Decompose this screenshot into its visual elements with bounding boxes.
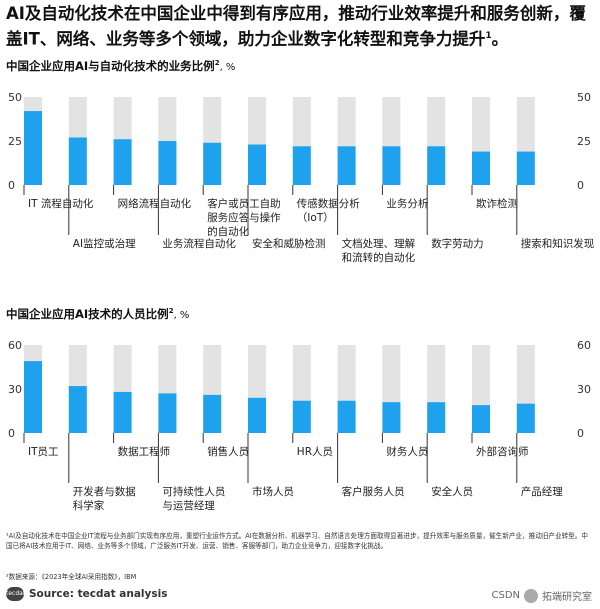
watermark-icon (524, 588, 538, 603)
chart1-unit: % (225, 62, 236, 73)
category-label: 产品经理 (521, 485, 563, 498)
category-label: 可持续性人员 (162, 485, 225, 498)
bar-10 (472, 405, 490, 433)
category-label: 与运营经理 (162, 499, 215, 512)
bar-5 (248, 144, 266, 185)
bar-7 (337, 400, 356, 433)
bar-2 (113, 139, 132, 185)
y-tick-right: 25 (577, 135, 591, 148)
chart2-title-sup: 2 (168, 307, 174, 316)
y-tick-left: 25 (8, 135, 22, 148)
bar-0 (24, 361, 42, 433)
chart2-title-text: 中国企业应用AI技术的人员比例 (6, 307, 169, 321)
bar-0 (24, 111, 42, 185)
category-label: （IoT） (297, 212, 334, 224)
category-label: IT员工 (28, 446, 59, 458)
watermark: CSDN 拓端研究室 (491, 588, 592, 603)
y-tick-right: 0 (577, 427, 584, 440)
bar-6 (292, 400, 311, 433)
source-row: tecdat Source: tecdat analysis (6, 587, 167, 601)
category-label: 客户服务人员 (342, 485, 405, 498)
y-tick-right: 60 (577, 339, 591, 352)
category-label: AI监控或治理 (73, 237, 136, 250)
category-label: 外部咨询师 (476, 445, 529, 458)
bar-8 (382, 402, 401, 433)
bar-5 (248, 397, 266, 433)
bar-2 (113, 391, 132, 433)
category-label: 开发者与数据 (73, 485, 136, 498)
bar-11 (516, 151, 535, 185)
category-label: 和流转的自动化 (342, 251, 416, 264)
chart1-title-text: 中国企业应用AI与自动化技术的业务比例 (6, 59, 215, 73)
y-tick-left: 0 (8, 427, 15, 440)
bar-11 (516, 403, 535, 433)
bar-10 (472, 151, 490, 185)
category-label: 搜索和知识发现 (521, 237, 595, 250)
category-label: 数字劳动力 (431, 237, 484, 250)
bar-3 (158, 141, 177, 185)
headline-footnote-ref: 1 (485, 31, 492, 41)
chart2-unit: % (179, 310, 190, 321)
category-label: 业务流程自动化 (162, 237, 236, 250)
y-tick-left: 60 (8, 339, 22, 352)
y-tick-right: 30 (577, 383, 591, 396)
category-label: 数据工程师 (118, 445, 171, 458)
category-label: 安全和威胁检测 (252, 237, 326, 250)
bar-9 (427, 402, 446, 433)
category-label: 传感数据分析 (297, 197, 360, 210)
y-tick-left: 50 (8, 91, 22, 104)
footnote-1: ¹AI及自动化技术在中国企业IT流程与业务部门实现有序应用，重塑行业运作方式。A… (6, 532, 588, 550)
category-label: 网络流程自动化 (118, 197, 192, 210)
y-tick-right: 50 (577, 91, 591, 104)
bar-9 (427, 146, 446, 185)
category-label: 销售人员 (207, 445, 249, 458)
y-tick-right: 0 (577, 179, 584, 192)
source-text: Source: tecdat analysis (29, 588, 168, 600)
bar-1 (68, 137, 87, 185)
category-label: 客户或员工自助 (207, 197, 281, 210)
category-label: HR人员 (297, 446, 333, 458)
category-label: 欺诈检测 (476, 197, 518, 210)
footnote-2: ²数据来源：《2023年全球AI采用指数》，IBM (6, 573, 137, 581)
category-label: 安全人员 (431, 485, 473, 498)
chart1-title: 中国企业应用AI与自动化技术的业务比例2, % (6, 59, 236, 73)
chart2-title: 中国企业应用AI技术的人员比例2, % (6, 307, 190, 321)
category-label: 科学家 (73, 499, 105, 512)
y-tick-left: 0 (8, 179, 15, 192)
bar-8 (382, 146, 401, 185)
headline-period: 。 (491, 29, 509, 49)
watermark-csdn: CSDN (491, 590, 520, 601)
category-label: 服务应答与操作 (207, 211, 281, 224)
category-label: 财务人员 (386, 445, 428, 458)
tecdat-logo: tecdat (6, 587, 25, 601)
bar-3 (158, 393, 177, 433)
category-label: 业务分析 (386, 197, 428, 210)
headline-text: AI及自动化技术在中国企业中得到有序应用，推动行业效率提升和服务创新，覆盖IT、… (6, 4, 586, 49)
bar-4 (203, 142, 222, 185)
bar-1 (68, 386, 87, 433)
category-label: 市场人员 (252, 485, 294, 498)
category-label: 文档处理、理解 (342, 237, 416, 250)
bar-4 (203, 394, 222, 433)
y-tick-left: 30 (8, 383, 22, 396)
bar-7 (337, 146, 356, 185)
category-label: 的自动化 (207, 225, 249, 238)
bar-6 (292, 146, 311, 185)
category-label: IT 流程自动化 (28, 197, 94, 210)
watermark-author: 拓端研究室 (542, 592, 592, 603)
chart1-title-sup: 2 (214, 59, 220, 68)
headline: AI及自动化技术在中国企业中得到有序应用，推动行业效率提升和服务创新，覆盖IT、… (6, 2, 594, 51)
